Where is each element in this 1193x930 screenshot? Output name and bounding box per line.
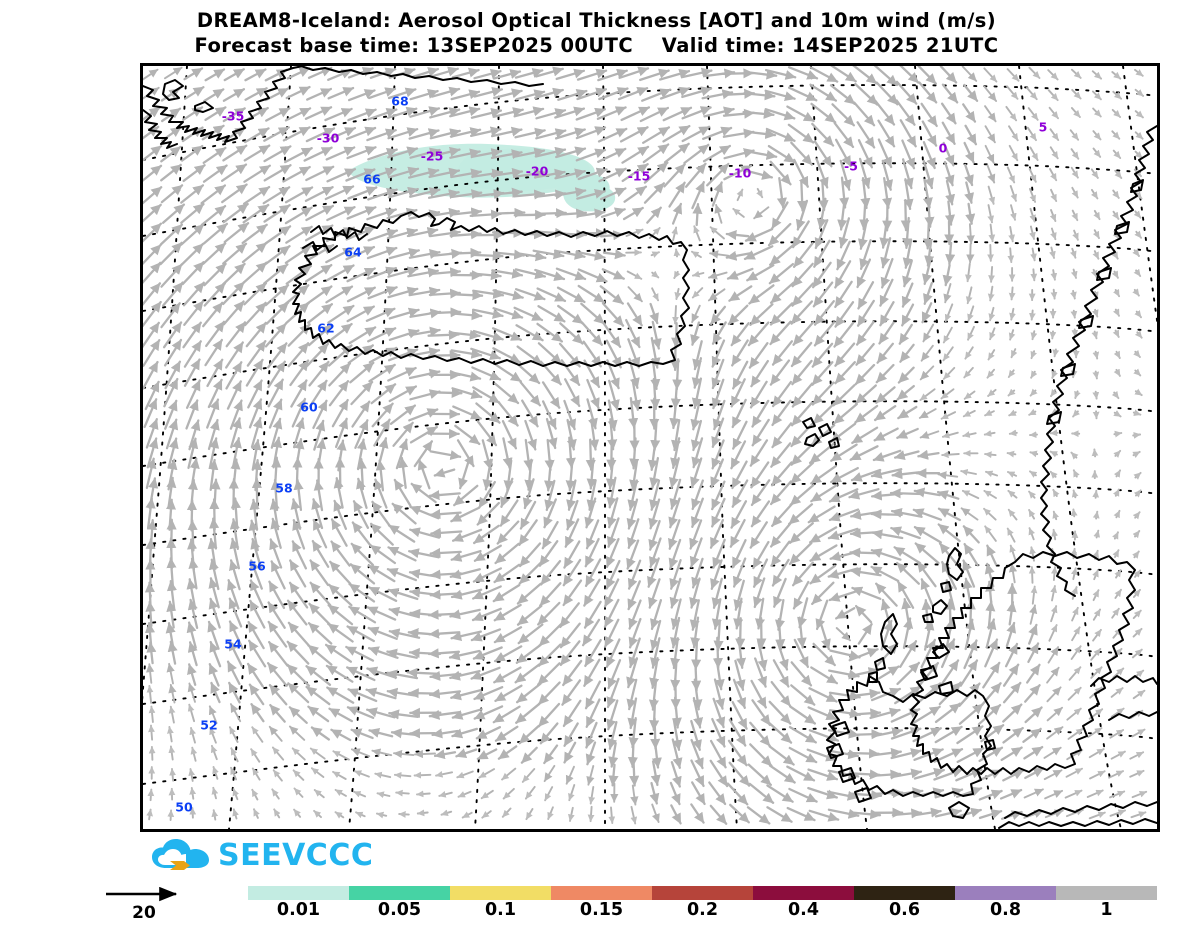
colorbar-tick-label: 0.05 bbox=[378, 900, 421, 920]
colorbar-tick-label: 0.1 bbox=[485, 900, 516, 920]
seevccc-logo-text: SEEVCCC bbox=[218, 841, 373, 871]
colorbar-tick-label: 0.6 bbox=[889, 900, 920, 920]
colorbar-tick-label: 1 bbox=[1100, 900, 1112, 920]
wind-arrow-icon bbox=[104, 885, 210, 905]
map-canvas bbox=[143, 66, 1157, 829]
colorbar-segment bbox=[955, 886, 1056, 900]
wind-scale-value: 20 bbox=[104, 903, 184, 923]
colorbar-tick-label: 0.15 bbox=[580, 900, 623, 920]
map-panel[interactable]: -35 -30 -25 -20 -15 -10 -5 0 5 68 66 64 62 60 58 56 54 52… bbox=[140, 63, 1160, 832]
cloud-icon bbox=[150, 838, 212, 874]
page-title: DREAM8-Iceland: Aerosol Optical Thicknes… bbox=[0, 8, 1193, 58]
title-line-1: DREAM8-Iceland: Aerosol Optical Thicknes… bbox=[0, 8, 1193, 33]
wind-reference-vector: 20 bbox=[104, 885, 210, 925]
colorbar-tick-label: 0.01 bbox=[277, 900, 320, 920]
colorbar-segment bbox=[551, 886, 652, 900]
seevccc-logo: SEEVCCC bbox=[150, 836, 373, 876]
colorbar-segment bbox=[248, 886, 349, 900]
colorbar-segment bbox=[349, 886, 450, 900]
colorbar-segment bbox=[753, 886, 854, 900]
aot-colorbar-ticks: 0.01 0.05 0.1 0.15 0.2 0.4 0.6 0.8 1 bbox=[248, 900, 1157, 926]
colorbar-segment bbox=[652, 886, 753, 900]
title-line-2: Forecast base time: 13SEP2025 00UTC Vali… bbox=[0, 33, 1193, 58]
wind-vector-layer bbox=[143, 66, 1146, 824]
colorbar-segment bbox=[450, 886, 551, 900]
colorbar-tick-label: 0.4 bbox=[788, 900, 819, 920]
colorbar-segment bbox=[854, 886, 955, 900]
colorbar-tick-label: 0.8 bbox=[990, 900, 1021, 920]
colorbar-tick-label: 0.2 bbox=[687, 900, 718, 920]
aot-colorbar[interactable] bbox=[248, 886, 1157, 900]
colorbar-segment bbox=[1056, 886, 1157, 900]
